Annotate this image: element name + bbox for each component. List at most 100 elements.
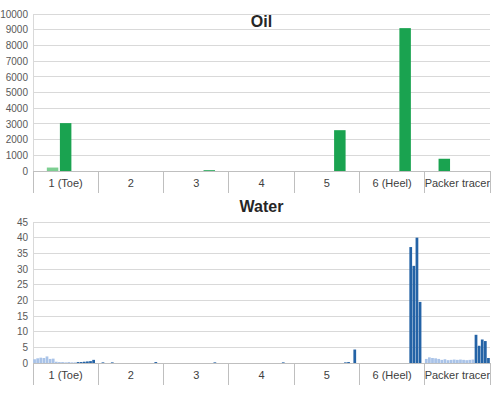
y-tick: 7000 [6,56,33,67]
bar [167,363,170,364]
bar [357,363,360,364]
bar [138,171,149,172]
y-tick: 6000 [6,72,33,83]
bar [456,360,459,363]
bar [288,363,291,364]
x-tick-label: 6 (Heel) [373,369,412,381]
x-tick: Packer tracer [425,171,491,189]
y-tick-label: 45 [17,217,29,228]
bar [158,363,161,364]
y-tick: 3000 [6,119,33,130]
y-tick: 20 [17,295,33,306]
bar [366,363,369,364]
x-tick: 2 [128,171,134,189]
y-tick: 4000 [6,103,33,114]
y-tick-label: 2000 [6,134,29,145]
bar [487,358,490,363]
bar [439,159,450,171]
bar [86,361,89,363]
bar [321,171,332,172]
x-tick-label: Packer tracer [425,177,491,189]
bar [308,171,319,172]
group-separator [163,171,164,193]
y-tick-label: 7000 [6,56,29,67]
x-tick-label: 2 [128,369,134,381]
bar [478,346,481,363]
y-tick-label: 20 [17,295,29,306]
bar [353,350,356,363]
bar [484,341,487,363]
bar [297,363,300,364]
bar [419,302,422,363]
bar [226,363,229,364]
bar [204,363,207,364]
bar [238,363,241,364]
y-tick-label: 9000 [6,24,29,35]
bar [60,123,71,171]
bar [412,266,415,363]
y-tick-label: 3000 [6,119,29,130]
group-separator [424,171,425,193]
bar [251,363,254,364]
y-tick-label: 5 [22,342,28,353]
y-tick: 10000 [0,9,33,20]
x-axis: 1 (Toe)23456 (Heel)Packer tracer [34,171,491,189]
bar [295,171,306,172]
bar [190,171,201,172]
bar [422,363,425,364]
bar [425,171,436,172]
grid-line [33,61,490,62]
grid [33,14,490,171]
y-tick-label: 10 [17,326,29,337]
bar [164,171,175,172]
bar [347,171,358,172]
y-axis-line [33,15,34,172]
bar [344,362,347,363]
y-tick: 35 [17,248,33,259]
bar [130,363,133,364]
bar [341,363,344,364]
bar [83,362,86,363]
bar [73,171,84,172]
bar [123,363,126,364]
bar [256,171,267,172]
bar [400,363,403,364]
x-tick-label: 4 [258,369,264,381]
bar [102,362,105,363]
bar [307,363,310,364]
bar [334,130,345,171]
bar [46,356,49,363]
bar [39,358,42,363]
x-tick-label: 5 [324,369,330,381]
bar [179,363,182,364]
grid-line [33,253,490,254]
bar [416,238,419,363]
y-axis-line [33,223,34,364]
bar [332,363,335,364]
y-tick: 40 [17,232,33,243]
bar [378,363,381,364]
bar [95,363,98,364]
group-separators [33,363,490,385]
bar [282,362,285,363]
bar [49,359,52,363]
x-tick: 3 [193,363,199,381]
grid-line [33,108,490,109]
bar [329,363,332,364]
y-tick: 9000 [6,24,33,35]
x-tick-label: 1 (Toe) [49,177,83,189]
grid-line [33,331,490,332]
y-tick-label: 40 [17,232,29,243]
bar [468,360,471,363]
grid [33,222,490,363]
bar [154,362,157,363]
bar [114,363,117,364]
chart: 0510152025303540451 (Toe)23456 (Heel)Pac… [17,198,491,385]
bar [372,363,375,364]
x-tick: 1 (Toe) [49,171,83,189]
bar [478,171,489,172]
bar [465,360,468,363]
group-separator [33,363,34,385]
bar [108,363,111,364]
group-separator [33,171,34,193]
